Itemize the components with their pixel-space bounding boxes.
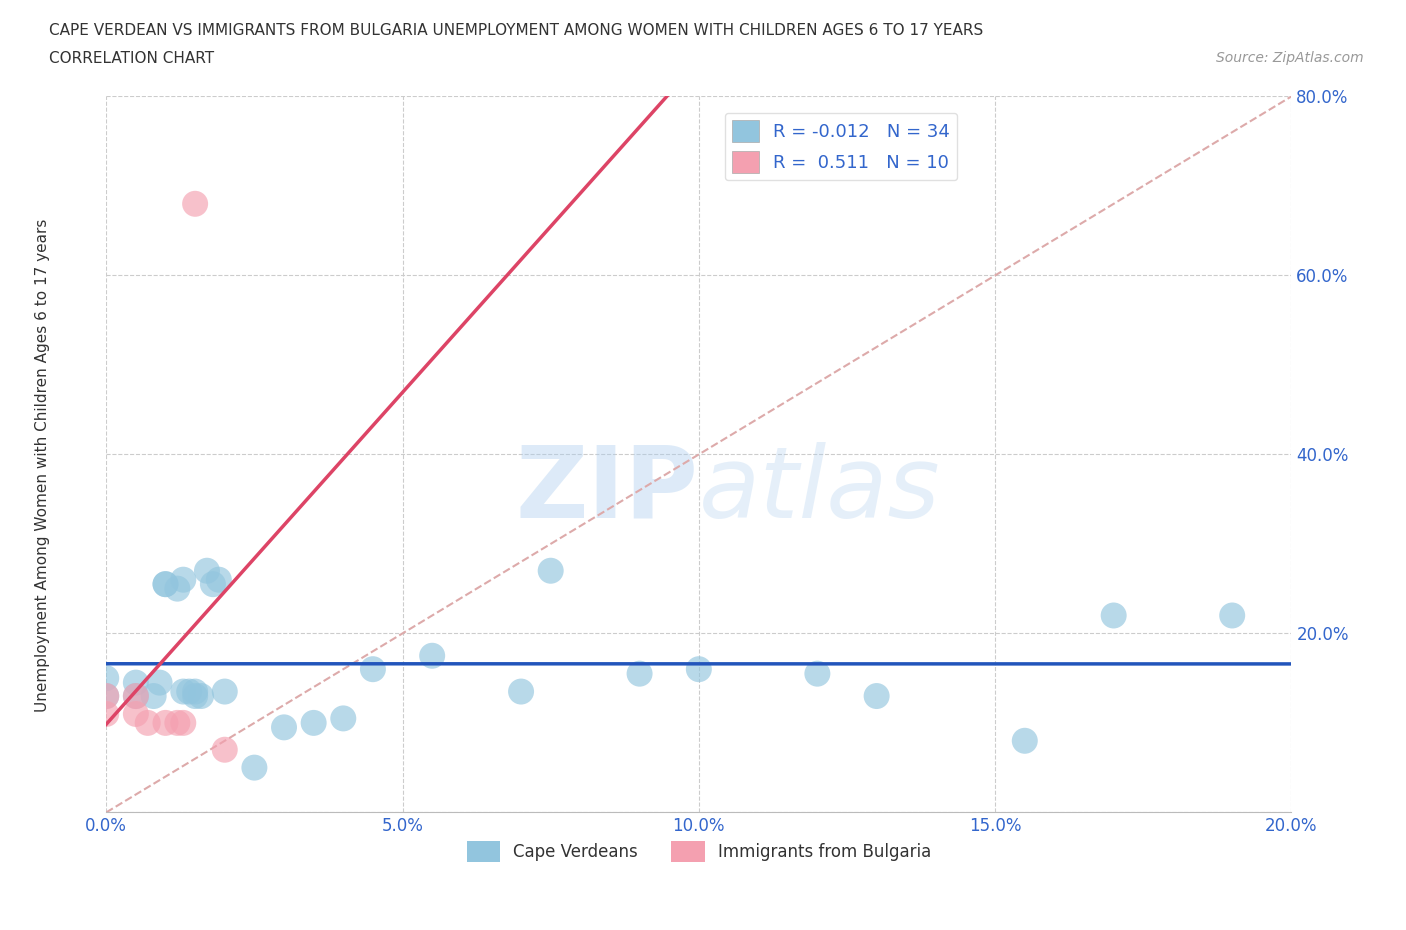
Point [125,688,148,703]
Point [125,688,148,703]
Text: CORRELATION CHART: CORRELATION CHART [49,51,214,66]
Point [243,760,266,775]
Point [1220,608,1243,623]
Point [155,577,177,591]
Point [214,742,236,757]
Point [302,715,325,730]
Point [142,688,165,703]
Text: CAPE VERDEAN VS IMMIGRANTS FROM BULGARIA UNEMPLOYMENT AMONG WOMEN WITH CHILDREN : CAPE VERDEAN VS IMMIGRANTS FROM BULGARIA… [49,23,983,38]
Point [179,684,201,699]
Point [96,688,118,703]
Point [540,564,562,578]
Point [195,564,218,578]
Point [201,577,224,591]
Point [1014,734,1036,749]
Point [172,684,194,699]
Point [125,707,148,722]
Point [420,648,443,663]
Point [96,688,118,703]
Point [806,666,828,681]
Point [1102,608,1125,623]
Point [688,662,710,677]
Point [96,671,118,685]
Legend: Cape Verdeans, Immigrants from Bulgaria: Cape Verdeans, Immigrants from Bulgaria [460,835,938,869]
Point [148,675,170,690]
Point [510,684,533,699]
Point [361,662,384,677]
Text: ZIP: ZIP [516,442,699,538]
Point [190,688,212,703]
Point [155,577,177,591]
Text: Unemployment Among Women with Children Ages 6 to 17 years: Unemployment Among Women with Children A… [35,219,49,711]
Text: Source: ZipAtlas.com: Source: ZipAtlas.com [1216,51,1364,65]
Point [184,196,207,211]
Point [273,720,295,735]
Point [96,707,118,722]
Point [184,684,207,699]
Text: atlas: atlas [699,442,941,538]
Point [172,572,194,587]
Point [155,715,177,730]
Point [166,581,188,596]
Point [214,684,236,699]
Point [865,688,887,703]
Point [332,711,354,725]
Point [184,688,207,703]
Point [208,572,231,587]
Point [125,675,148,690]
Point [166,715,188,730]
Point [136,715,159,730]
Point [628,666,651,681]
Point [172,715,194,730]
